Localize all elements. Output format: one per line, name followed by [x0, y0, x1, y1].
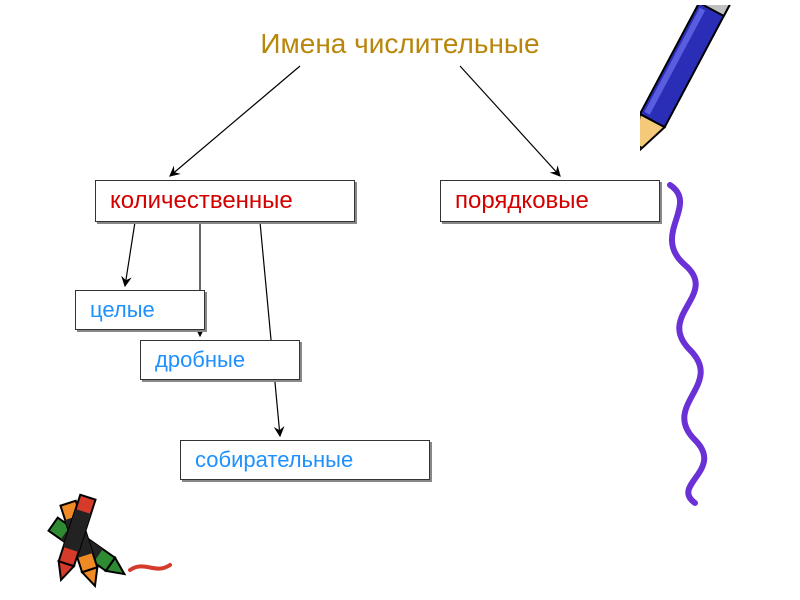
node-collective: собирательные — [180, 440, 430, 480]
node-fractional: дробные — [140, 340, 300, 380]
diagram-stage: Имена числительные количественные порядк… — [0, 0, 800, 600]
node-quantitative: количественные — [95, 180, 355, 222]
node-ordinal: порядковые — [440, 180, 660, 222]
pencil-icon — [640, 5, 780, 515]
node-whole: целые — [75, 290, 205, 330]
crayons-icon — [20, 480, 180, 590]
